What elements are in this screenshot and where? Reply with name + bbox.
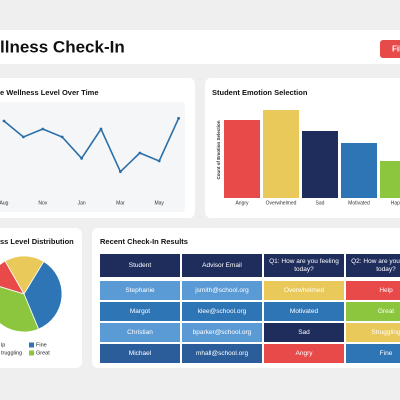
- cell-text: mhall@school.org: [196, 350, 249, 357]
- table-cell: [346, 302, 400, 321]
- header-bar: [0, 30, 400, 64]
- x-tick-label: Sad: [316, 200, 325, 206]
- header-cell: [346, 254, 400, 277]
- filter-button[interactable]: [380, 40, 400, 58]
- filter-button-label[interactable]: Filter: [392, 45, 400, 54]
- point: [80, 156, 83, 160]
- header-text: Q2: How are you feeling: [351, 258, 400, 265]
- point: [99, 127, 103, 131]
- table-cell: [100, 302, 180, 321]
- table-cell: [346, 344, 400, 363]
- cell-text: Help: [379, 287, 393, 294]
- header-text: Q1: How are you feeling: [269, 258, 339, 265]
- header-text: today?: [376, 266, 396, 273]
- line-title: e Wellness Level Over Time: [0, 88, 99, 97]
- bar: [224, 120, 260, 198]
- point: [119, 170, 122, 174]
- x-tick-label: Motivated: [348, 200, 370, 206]
- bar: [341, 143, 377, 198]
- header-text: today?: [294, 266, 314, 273]
- table-cell: [264, 302, 344, 321]
- header-text: Advisor Email: [202, 262, 242, 269]
- table-title: Recent Check-In Results: [100, 237, 188, 246]
- legend-label: lp: [1, 342, 5, 348]
- table-cell: [346, 281, 400, 300]
- header-cell: [100, 254, 180, 277]
- cell-text: Christian: [127, 329, 153, 336]
- cell-text: Margot: [130, 308, 150, 315]
- page-title: llness Check-In: [0, 37, 125, 56]
- table-cell: [100, 323, 180, 342]
- bar: [380, 161, 400, 198]
- pie-slice: [0, 286, 40, 333]
- cell-text: Great: [378, 308, 394, 315]
- legend-marker: [29, 350, 34, 356]
- point: [138, 151, 142, 155]
- table-cell: [346, 323, 400, 342]
- pie-slice: [23, 261, 63, 330]
- point: [41, 127, 45, 131]
- table-cell: [182, 302, 262, 321]
- x-tick-label: Mar: [116, 200, 125, 206]
- line-plot-area: [0, 102, 185, 212]
- legend-label: truggling: [1, 350, 22, 356]
- cell-text: jsmith@school.org: [194, 287, 249, 294]
- cell-text: Angry: [296, 350, 314, 357]
- cell-text: bparker@school.org: [193, 329, 252, 336]
- point: [177, 116, 181, 120]
- header-cell: [182, 254, 262, 277]
- x-tick-label: Overwhelmed: [266, 200, 297, 206]
- cell-text: klee@school.org: [198, 308, 247, 315]
- table-cell: [100, 344, 180, 363]
- x-tick-label: Angry: [235, 200, 249, 206]
- bar-y-label: Count of Emotion Selection: [216, 120, 221, 179]
- point: [60, 135, 64, 139]
- legend-label: Great: [36, 350, 50, 356]
- cell-text: Sad: [298, 329, 310, 336]
- cell-text: Overwhelmed: [284, 287, 324, 294]
- table-cell: [100, 281, 180, 300]
- x-tick-label: Nov: [38, 200, 47, 206]
- cell-text: Michael: [129, 350, 152, 357]
- bar: [302, 131, 338, 198]
- header-cell: [264, 254, 344, 277]
- table-cell: [182, 344, 262, 363]
- table-cell: [264, 281, 344, 300]
- x-tick-label: May: [154, 200, 164, 206]
- bar: [263, 110, 299, 198]
- cell-text: Stephanie: [125, 287, 155, 294]
- bar-title: Student Emotion Selection: [212, 88, 308, 97]
- legend-label: Fine: [36, 342, 47, 348]
- cell-text: Motivated: [290, 308, 319, 315]
- point: [157, 159, 161, 163]
- x-tick-label: Jan: [78, 200, 86, 206]
- point: [22, 135, 25, 139]
- header-text: Student: [129, 262, 152, 269]
- legend-marker: [29, 342, 34, 348]
- pie-title: ss Level Distribution: [0, 237, 74, 246]
- table-cell: [264, 344, 344, 363]
- cell-text: Struggling: [371, 329, 400, 336]
- line: [3, 118, 180, 174]
- x-tick-label: Aug: [0, 200, 9, 206]
- point: [2, 119, 6, 123]
- table-cell: [182, 323, 262, 342]
- table-cell: [182, 281, 262, 300]
- table-cell: [264, 323, 344, 342]
- x-tick-label: Happy: [391, 200, 400, 206]
- cell-text: Fine: [380, 350, 393, 357]
